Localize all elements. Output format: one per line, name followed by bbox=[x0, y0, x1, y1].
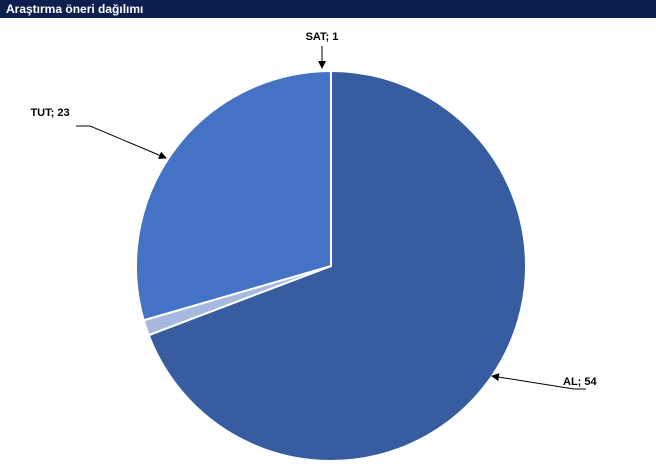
pie-data-labels: AL; 54 SAT; 1 TUT; 23 bbox=[30, 31, 598, 390]
data-label-al: AL; 54 bbox=[563, 376, 598, 388]
chart-title: Araştırma öneri dağılımı bbox=[6, 2, 144, 16]
chart-title-bar: Araştırma öneri dağılımı bbox=[0, 0, 656, 18]
pie-slices bbox=[135, 69, 527, 462]
pie-slice-tut bbox=[135, 69, 332, 322]
leader-line-tut bbox=[76, 125, 167, 159]
data-label-tut: TUT; 23 bbox=[30, 107, 69, 119]
data-label-sat: SAT; 1 bbox=[306, 31, 339, 43]
leader-line-al bbox=[491, 373, 586, 390]
pie-chart: AL; 54 SAT; 1 TUT; 23 bbox=[30, 31, 598, 462]
